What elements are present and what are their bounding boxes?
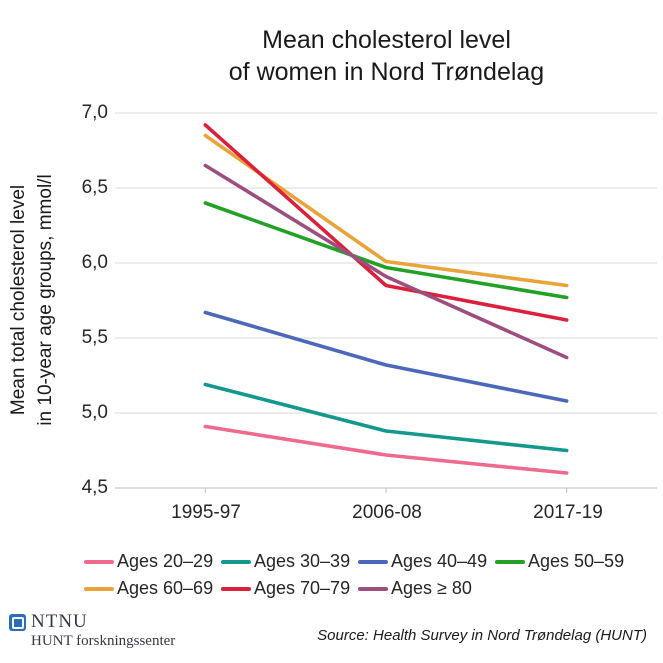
legend-label: Ages 20–29 xyxy=(117,551,214,571)
legend-label: Ages 40–49 xyxy=(391,551,488,571)
legend-swatch-ages-50-59-icon xyxy=(495,559,525,564)
y-tick-6.5: 6,5 xyxy=(81,177,108,198)
legend-label: Ages 30–39 xyxy=(254,551,351,571)
legend-label: Ages ≥ 80 xyxy=(391,578,472,598)
legend-label: Ages 70–79 xyxy=(254,578,351,598)
legend-label: Ages 50–59 xyxy=(528,551,625,571)
y-tick-5.5: 5,5 xyxy=(81,327,108,348)
x-tick-2006-08: 2006-08 xyxy=(352,502,422,523)
x-tick-1995-97: 1995-97 xyxy=(171,502,241,523)
x-tick-2017-19: 2017-19 xyxy=(533,502,603,523)
ntnu-logo-icon xyxy=(9,614,26,631)
legend-swatch-ages-60-69-icon xyxy=(84,586,114,591)
series-line-ages-50-59 xyxy=(203,201,569,300)
series-line-ages-30-39 xyxy=(203,382,569,453)
legend-swatch-ages-30-39-icon xyxy=(221,559,251,564)
ntnu-brand-name: NTNU xyxy=(31,611,88,632)
y-tick-5.0: 5,0 xyxy=(81,402,108,423)
legend-item-ages-20-29: Ages 20–29 xyxy=(84,551,221,572)
hunt-subtitle: HUNT forskningssenter xyxy=(31,633,176,649)
y-tick-7.0: 7,0 xyxy=(81,102,108,123)
chart-title-line1: Mean cholesterol level xyxy=(262,26,511,54)
ntnu-emblem-icon xyxy=(11,616,24,629)
legend-item-ages-70-79: Ages 70–79 xyxy=(221,578,358,599)
ntnu-logo-text: NTNU HUNT forskningssenter xyxy=(31,611,175,651)
legend-swatch-ages-20-29-icon xyxy=(84,559,114,564)
legend-row-2: Ages 60–69 Ages 70–79 Ages ≥ 80 xyxy=(84,578,495,599)
series-line-ages-80 xyxy=(203,163,569,360)
chart-title: Mean cholesterol level of women in Nord … xyxy=(115,24,658,88)
ntnu-logo: NTNU HUNT forskningssenter xyxy=(9,611,175,651)
series-line-ages-40-49 xyxy=(203,310,569,403)
series-line-ages-70-79 xyxy=(203,123,569,322)
legend-item-ages-80-plus: Ages ≥ 80 xyxy=(358,578,495,599)
source-note: Source: Health Survey in Nord Trøndelag … xyxy=(317,627,647,644)
series-line-ages-20-29 xyxy=(203,424,569,475)
legend-label: Ages 60–69 xyxy=(117,578,214,598)
y-tick-6.0: 6,0 xyxy=(81,252,108,273)
chart-title-line2: of women in Nord Trøndelag xyxy=(228,58,545,86)
legend-swatch-ages-40-49-icon xyxy=(358,559,388,564)
legend-swatch-ages-70-79-icon xyxy=(221,586,251,591)
legend-item-ages-60-69: Ages 60–69 xyxy=(84,578,221,599)
legend-row-1: Ages 20–29 Ages 30–39 Ages 40–49 Ages 50… xyxy=(84,551,632,572)
legend-item-ages-50-59: Ages 50–59 xyxy=(495,551,632,572)
legend-swatch-ages-80-plus-icon xyxy=(358,586,388,591)
legend-item-ages-30-39: Ages 30–39 xyxy=(221,551,358,572)
y-tick-4.5: 4,5 xyxy=(81,477,108,498)
legend-item-ages-40-49: Ages 40–49 xyxy=(358,551,495,572)
